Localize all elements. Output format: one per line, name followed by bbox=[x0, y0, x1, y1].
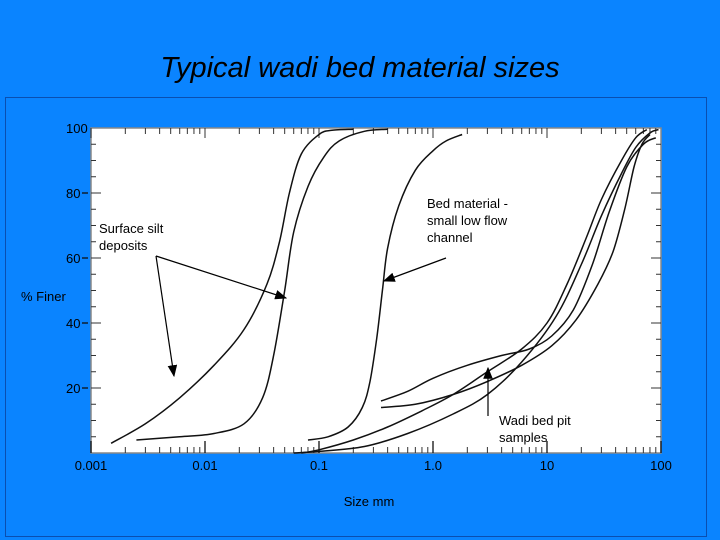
annotation-text: Wadi bed pit bbox=[499, 413, 571, 428]
annotation-text: channel bbox=[427, 230, 473, 245]
y-tick-label: 60 bbox=[66, 251, 80, 266]
x-tick-label: 0.01 bbox=[192, 458, 217, 473]
grain-size-curve-pit_samples bbox=[380, 137, 657, 402]
annotation-text: Bed material - bbox=[427, 196, 508, 211]
x-tick-label: 10 bbox=[540, 458, 554, 473]
grain-size-curve-surface_silt bbox=[110, 128, 354, 444]
x-axis-label: Size mm bbox=[344, 494, 395, 509]
grain-size-chart: 0.001 0.01 0.1 1.0 10 100 20 40 60 80 100 Surface … bbox=[21, 121, 672, 509]
grain-size-curve-bed_material bbox=[307, 133, 463, 441]
y-axis-label: % Finer bbox=[21, 289, 66, 304]
grain-size-curve-pit_samples bbox=[293, 128, 659, 454]
annotation-arrow bbox=[382, 257, 447, 282]
y-tick-label: 40 bbox=[66, 316, 80, 331]
annotation-text: Surface silt bbox=[99, 221, 164, 236]
x-tick-label: 0.1 bbox=[310, 458, 328, 473]
x-tick-label: 0.001 bbox=[75, 458, 108, 473]
grain-size-curve-pit_samples bbox=[380, 133, 651, 409]
annotation-arrow bbox=[155, 255, 178, 378]
grain-size-curve-bed_material bbox=[301, 128, 648, 454]
y-tick-label: 20 bbox=[66, 381, 80, 396]
annotation-text: small low flow bbox=[427, 213, 508, 228]
annotation-text: samples bbox=[499, 430, 548, 445]
plot-area bbox=[90, 127, 662, 454]
annotation-text: deposits bbox=[99, 238, 148, 253]
x-tick-label: 100 bbox=[650, 458, 672, 473]
annotation-arrow bbox=[155, 255, 288, 300]
x-tick-label: 1.0 bbox=[424, 458, 442, 473]
slide-title: Typical wadi bed material sizes bbox=[160, 52, 560, 84]
y-tick-label: 100 bbox=[66, 121, 88, 136]
y-tick-label: 80 bbox=[66, 186, 80, 201]
chart-frame: 0.001 0.01 0.1 1.0 10 100 20 40 60 80 100 Surface … bbox=[5, 97, 707, 537]
